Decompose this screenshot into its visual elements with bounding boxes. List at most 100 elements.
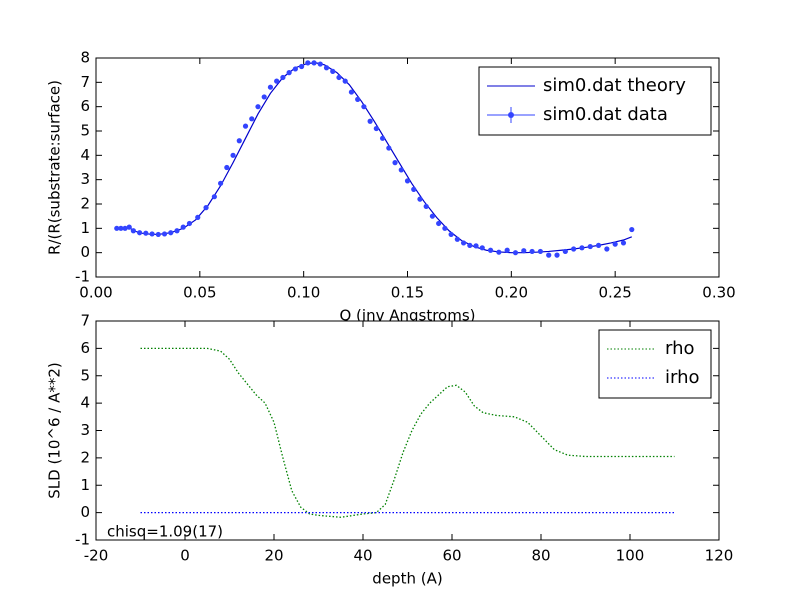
data-point bbox=[379, 135, 386, 141]
data-point bbox=[587, 243, 593, 250]
marker bbox=[224, 164, 230, 171]
marker bbox=[218, 180, 224, 186]
data-point bbox=[348, 89, 355, 95]
marker bbox=[460, 240, 467, 246]
data-point bbox=[168, 230, 174, 236]
marker bbox=[311, 60, 317, 66]
marker bbox=[161, 231, 168, 237]
marker bbox=[386, 145, 392, 151]
marker bbox=[211, 194, 217, 200]
data-point bbox=[521, 248, 527, 254]
marker bbox=[442, 225, 448, 231]
data-point bbox=[504, 247, 510, 253]
marker bbox=[174, 228, 180, 234]
data-point bbox=[280, 74, 286, 81]
marker bbox=[473, 243, 479, 249]
marker bbox=[379, 135, 386, 141]
data-point bbox=[122, 225, 128, 231]
data-point bbox=[512, 250, 519, 256]
y-tick-label: 5 bbox=[80, 366, 90, 384]
data-point bbox=[487, 247, 494, 253]
x-tick-label: 100 bbox=[616, 547, 645, 565]
marker bbox=[236, 138, 242, 144]
marker bbox=[186, 220, 193, 227]
legend-swatch bbox=[508, 112, 514, 118]
data-point bbox=[496, 249, 502, 255]
marker bbox=[587, 243, 593, 250]
marker bbox=[330, 68, 336, 74]
data-point bbox=[373, 125, 379, 132]
marker bbox=[571, 246, 577, 252]
marker bbox=[579, 245, 585, 251]
marker bbox=[373, 125, 379, 132]
y-axis-label: SLD (10^6 / A**2) bbox=[46, 362, 64, 499]
data-point bbox=[529, 248, 535, 255]
marker bbox=[298, 63, 305, 70]
x-tick-label: 120 bbox=[705, 547, 734, 565]
data-point bbox=[442, 225, 448, 231]
data-point bbox=[155, 231, 161, 238]
y-tick-label: 5 bbox=[80, 122, 90, 140]
x-tick-label: 0 bbox=[180, 547, 190, 565]
y-tick-label: -1 bbox=[75, 531, 90, 549]
data-point bbox=[436, 220, 442, 227]
y-tick-label: 4 bbox=[80, 394, 90, 412]
data-point bbox=[292, 66, 298, 72]
legend-box bbox=[598, 329, 712, 399]
data-point bbox=[149, 231, 155, 237]
marker bbox=[342, 78, 348, 84]
marker bbox=[562, 248, 568, 255]
data-point bbox=[342, 78, 348, 84]
data-point bbox=[230, 152, 236, 158]
series-line bbox=[140, 347, 675, 518]
data-point bbox=[460, 240, 467, 246]
marker bbox=[114, 225, 120, 231]
data-point bbox=[224, 164, 230, 171]
x-tick-label: 80 bbox=[531, 547, 550, 565]
data-point bbox=[454, 236, 460, 242]
y-tick-label: 7 bbox=[80, 73, 90, 91]
marker bbox=[305, 60, 311, 66]
data-point bbox=[242, 123, 249, 129]
marker bbox=[504, 247, 510, 253]
data-point bbox=[317, 61, 323, 67]
y-tick-label: -1 bbox=[75, 268, 90, 286]
data-point bbox=[286, 70, 292, 76]
x-tick-label: 0.20 bbox=[495, 284, 528, 302]
marker bbox=[317, 61, 323, 67]
marker bbox=[521, 248, 527, 254]
data-point bbox=[203, 205, 209, 211]
marker bbox=[423, 203, 429, 210]
marker bbox=[126, 224, 132, 230]
marker bbox=[242, 123, 249, 129]
annotation: chisq=1.09(17) bbox=[107, 523, 223, 541]
marker bbox=[487, 247, 494, 253]
x-tick-label: 0.10 bbox=[287, 284, 320, 302]
y-tick-label: 0 bbox=[80, 503, 90, 521]
data-point bbox=[137, 230, 143, 236]
data-point bbox=[195, 214, 201, 220]
marker bbox=[436, 220, 442, 227]
marker bbox=[361, 104, 367, 110]
data-point bbox=[361, 104, 367, 110]
y-tick-label: 8 bbox=[80, 49, 90, 67]
legend-label: rho bbox=[665, 338, 695, 359]
x-tick-label: 60 bbox=[442, 547, 461, 565]
marker bbox=[280, 74, 286, 81]
data-point bbox=[323, 65, 330, 71]
marker bbox=[286, 70, 292, 76]
marker bbox=[529, 248, 535, 255]
y-tick-label: 6 bbox=[80, 339, 90, 357]
data-point bbox=[612, 241, 618, 247]
marker bbox=[367, 118, 373, 124]
marker bbox=[155, 231, 161, 238]
data-point bbox=[274, 78, 280, 84]
data-point bbox=[298, 63, 305, 70]
data-point bbox=[161, 231, 168, 237]
marker bbox=[149, 231, 155, 237]
marker bbox=[323, 65, 330, 71]
marker bbox=[195, 214, 201, 220]
data-point bbox=[579, 245, 585, 251]
marker bbox=[404, 178, 411, 184]
legend-label: sim0.dat data bbox=[543, 104, 668, 125]
